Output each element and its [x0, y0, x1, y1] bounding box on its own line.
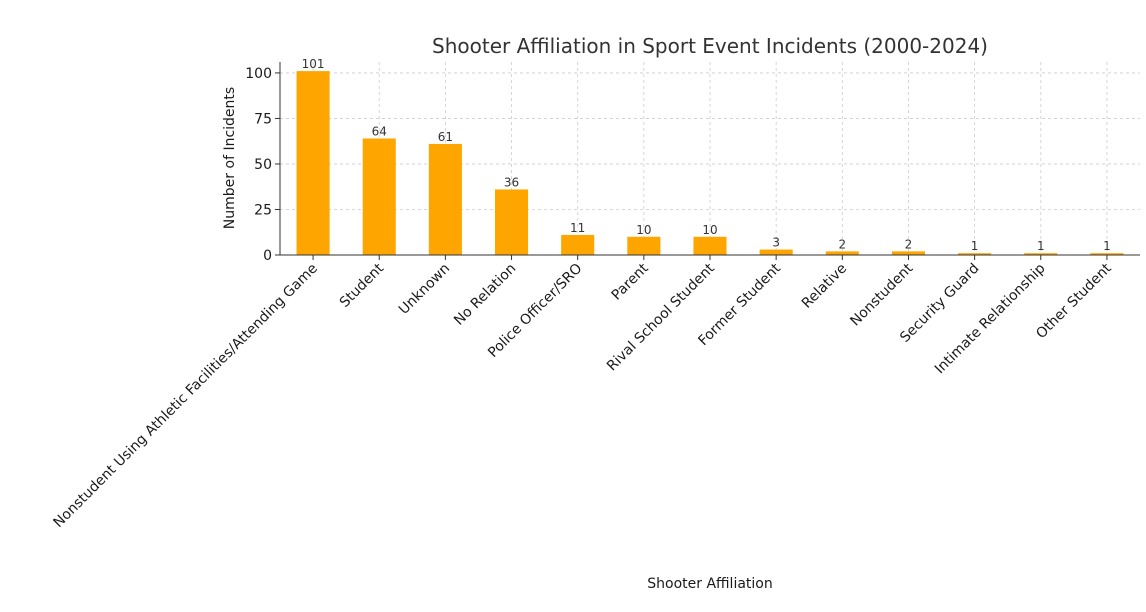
bar: [759, 249, 793, 255]
x-tick-label: Intimate Relationship: [932, 260, 1049, 377]
y-tick-label: 0: [263, 248, 272, 264]
bar: [627, 236, 661, 255]
bar-value-label: 61: [438, 130, 453, 144]
chart-title: Shooter Affiliation in Sport Event Incid…: [432, 34, 988, 58]
bar-value-label: 2: [838, 237, 846, 251]
bar: [428, 143, 462, 255]
bar: [362, 138, 396, 255]
x-axis-label: Shooter Affiliation: [647, 576, 773, 592]
bar: [561, 234, 595, 255]
x-tick-label: Nonstudent: [847, 260, 916, 329]
bar: [296, 71, 330, 255]
x-tick-label: Parent: [609, 260, 652, 303]
bar-value-label: 1: [1103, 239, 1111, 253]
bar-value-label: 3: [772, 236, 780, 250]
y-axis-label: Number of Incidents: [222, 87, 238, 229]
x-tick-label: No Relation: [451, 261, 519, 329]
x-tick-label: Relative: [799, 261, 850, 312]
bar: [1024, 253, 1058, 255]
y-tick-label: 50: [254, 157, 272, 173]
x-tick-label: Student: [337, 260, 388, 311]
bar-value-label: 1: [971, 239, 979, 253]
bar: [825, 251, 859, 255]
bar: [693, 236, 727, 255]
bar-value-label: 10: [702, 223, 717, 237]
bar-value-label: 2: [905, 237, 913, 251]
bar-value-label: 10: [636, 223, 651, 237]
y-tick-label: 100: [245, 66, 272, 82]
y-tick-label: 75: [254, 111, 272, 127]
y-tick-label: 25: [254, 202, 272, 218]
bar-value-label: 11: [570, 221, 585, 235]
bar-value-label: 101: [302, 57, 325, 71]
grid: [280, 62, 1140, 255]
axes: 0 25 50 75 100 Nonstudent Using Athletic Faci…: [50, 62, 1140, 531]
bar: [958, 253, 992, 255]
bar-value-label: 1: [1037, 239, 1045, 253]
bar: [1090, 253, 1124, 255]
x-tick-label: Rival School Student: [604, 260, 718, 374]
bar: [495, 189, 529, 255]
x-tick-label: Unknown: [396, 261, 453, 318]
bar-value-label: 64: [372, 124, 387, 138]
x-tick-label: Nonstudent Using Athletic Facilities/Att…: [50, 261, 320, 531]
bar-value-label: 36: [504, 175, 519, 189]
bar: [891, 251, 925, 255]
